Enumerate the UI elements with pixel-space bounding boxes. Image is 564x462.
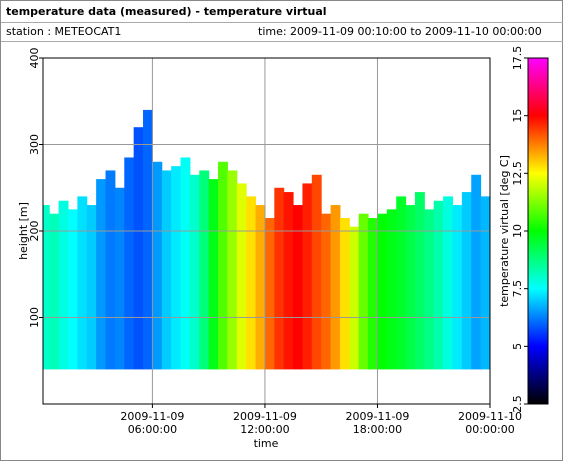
y-tick-label: 100 <box>28 307 41 328</box>
column <box>49 213 60 370</box>
colorbar-tick-label: 17.5 <box>511 46 524 71</box>
column <box>349 226 360 370</box>
column <box>114 187 125 370</box>
colorbar-tick-label: 15 <box>511 109 524 123</box>
column <box>471 174 482 370</box>
column <box>68 209 78 370</box>
column <box>236 183 247 370</box>
column <box>377 213 388 370</box>
x-tick-label: 2009-11-09 12:00:00 <box>233 410 297 436</box>
column <box>274 187 285 370</box>
column <box>189 174 200 370</box>
column <box>321 213 332 370</box>
column <box>152 161 163 370</box>
column <box>96 179 107 370</box>
column <box>414 192 425 370</box>
column <box>302 183 313 370</box>
column <box>293 205 303 370</box>
y-tick-label: 300 <box>28 134 41 155</box>
column <box>218 161 228 370</box>
colorbar-label: temperature virtual [deg C] <box>498 155 511 307</box>
x-tick-label: 2009-11-10 00:00:00 <box>458 410 522 436</box>
x-tick-label: 2009-11-09 18:00:00 <box>345 410 409 436</box>
station: station : METEOCAT1 <box>6 25 121 38</box>
column <box>368 218 378 370</box>
columns <box>43 109 491 370</box>
column <box>171 166 182 370</box>
colorbar-tick-label: 10 <box>511 224 524 238</box>
colorbar <box>527 57 549 405</box>
column <box>283 192 294 370</box>
column <box>143 109 153 370</box>
column <box>43 205 50 370</box>
colorbar-tick-label: 5 <box>511 343 524 350</box>
column <box>58 200 69 370</box>
colorbar-tick-label: 2.5 <box>511 395 524 413</box>
column <box>443 196 453 370</box>
column <box>246 196 257 370</box>
y-axis-label: height [m] <box>17 202 30 260</box>
column <box>124 157 135 370</box>
column <box>161 170 172 370</box>
column <box>86 205 97 370</box>
column <box>433 200 444 370</box>
time-range: time: 2009-11-09 00:10:00 to 2009-11-10 … <box>258 25 542 38</box>
column <box>199 170 210 370</box>
y-tick-label: 200 <box>28 221 41 242</box>
y-tick-label: 400 <box>28 48 41 69</box>
title: temperature data (measured) - temperatur… <box>6 5 327 18</box>
column <box>405 205 416 370</box>
column <box>264 218 275 370</box>
column <box>358 213 369 370</box>
plot-border <box>42 57 491 405</box>
colorbar-tick-label: 7.5 <box>511 280 524 298</box>
column <box>424 209 435 370</box>
column <box>208 179 219 370</box>
x-tick-label: 2009-11-09 06:00:00 <box>120 410 184 436</box>
column <box>452 205 463 370</box>
column <box>330 205 341 370</box>
column <box>339 218 350 370</box>
x-axis-label: time <box>254 437 279 450</box>
column <box>133 127 144 370</box>
column <box>255 205 266 370</box>
colorbar-tick-label: 12.5 <box>511 161 524 186</box>
column <box>227 170 238 370</box>
column <box>180 157 191 370</box>
column <box>386 209 397 370</box>
column <box>480 196 491 370</box>
column <box>311 174 322 370</box>
column <box>77 196 88 370</box>
column <box>461 192 472 370</box>
column <box>105 170 116 370</box>
column <box>396 196 407 370</box>
